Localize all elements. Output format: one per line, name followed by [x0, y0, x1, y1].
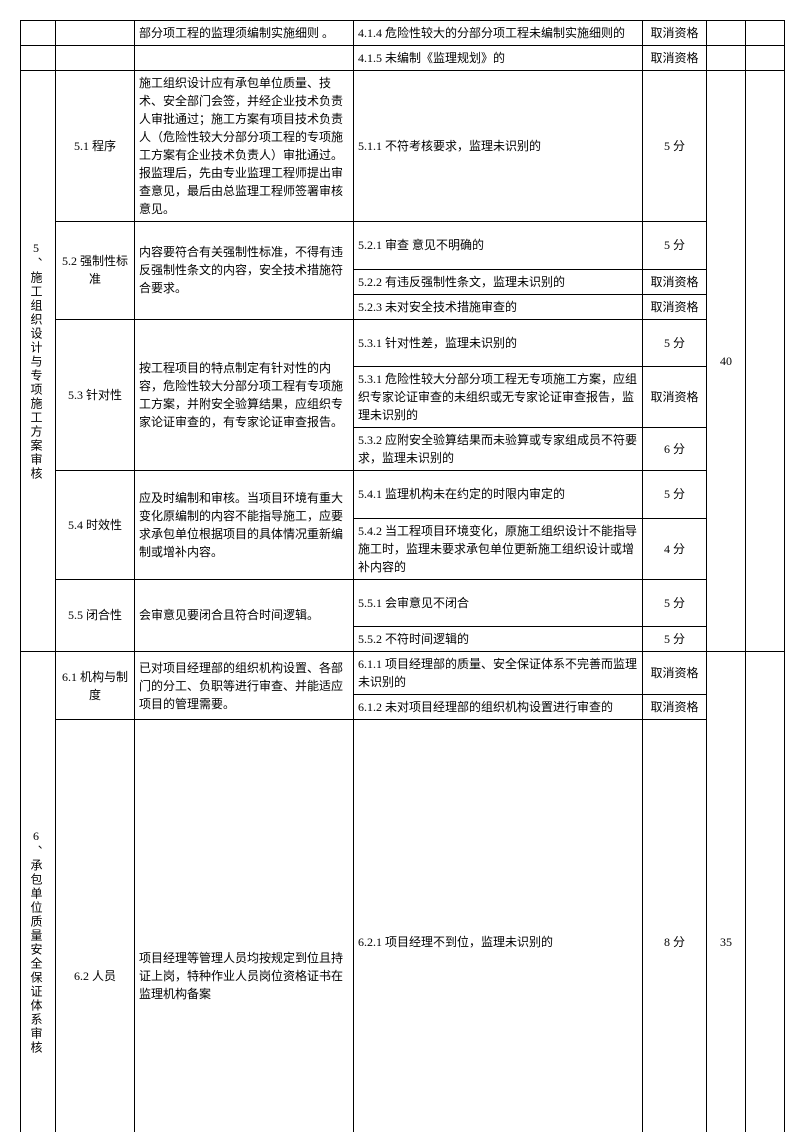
result-5-3-2: 6 分 [643, 428, 707, 471]
desc-6-2: 项目经理等管理人员均按规定到位且持证上岗，特种作业人员岗位资格证书在监理机构备案 [135, 720, 354, 1132]
section-5-header: 5、施工组织设计与专项施工方案审核 [21, 71, 56, 652]
desc-6-1: 已对项目经理部的组织机构设置、各部门的分工、负职等进行审查、并能适应项目的管理需… [135, 652, 354, 720]
sub-5-3-1a: 5.3.1 针对性差，监理未识别的 [354, 319, 643, 367]
result-6-2-1: 8 分 [643, 720, 707, 1132]
result-5-5-1: 5 分 [643, 579, 707, 627]
item-5-2: 5.2 强制性标准 [56, 222, 135, 320]
sub-5-2-3: 5.2.3 未对安全技术措施审查的 [354, 294, 643, 319]
cell-result: 取消资格 [643, 21, 707, 46]
desc-5-1: 施工组织设计应有承包单位质量、技术、安全部门会签，并经企业技术负责人审批通过；施… [135, 71, 354, 222]
cell-desc: 部分项工程的监理须编制实施细则 。 [135, 21, 354, 46]
item-5-4: 5.4 时效性 [56, 471, 135, 580]
result-5-4-2: 4 分 [643, 518, 707, 579]
sub-6-2-1: 6.2.1 项目经理不到位，监理未识别的 [354, 720, 643, 1132]
result-5-2-1: 5 分 [643, 222, 707, 270]
sub-5-1-1: 5.1.1 不符考核要求，监理未识别的 [354, 71, 643, 222]
desc-5-3: 按工程项目的特点制定有针对性的内容，危险性较大分部分项工程有专项施工方案，并附安… [135, 319, 354, 471]
sub-6-1-1: 6.1.1 项目经理部的质量、安全保证体系不完善而监理未识别的 [354, 652, 643, 695]
section-5-title: 5、施工组织设计与专项施工方案审核 [25, 74, 47, 648]
item-5-1: 5.1 程序 [56, 71, 135, 222]
section-6-title: 6、承包单位质量安全保证体系审核 [25, 655, 47, 1132]
item-6-1: 6.1 机构与制度 [56, 652, 135, 720]
score-section-5: 40 [707, 71, 746, 652]
sub-5-4-2: 5.4.2 当工程项目环境变化，原施工组织设计不能指导施工时，监理未要求承包单位… [354, 518, 643, 579]
result-6-1-1: 取消资格 [643, 652, 707, 695]
result-5-5-2: 5 分 [643, 627, 707, 652]
sub-5-5-2: 5.5.2 不符时间逻辑的 [354, 627, 643, 652]
item-6-2: 6.2 人员 [56, 720, 135, 1132]
result-5-2-2: 取消资格 [643, 269, 707, 294]
cell-section-empty [21, 46, 56, 71]
cell-score-empty [707, 46, 746, 71]
blank-section-5 [746, 71, 785, 652]
item-5-5: 5.5 闭合性 [56, 579, 135, 652]
result-5-3-1b: 取消资格 [643, 367, 707, 428]
sub-6-1-2: 6.1.2 未对项目经理部的组织机构设置进行审查的 [354, 695, 643, 720]
desc-5-2: 内容要符合有关强制性标准，不得有违反强制性条文的内容，安全技术措施符合要求。 [135, 222, 354, 320]
cell-sub: 4.1.5 未编制《监理规划》的 [354, 46, 643, 71]
cell-section-empty [21, 21, 56, 46]
cell-blank [746, 21, 785, 46]
sub-5-3-1b: 5.3.1 危险性较大分部分项工程无专项施工方案，应组织专家论证审查的未组织或无… [354, 367, 643, 428]
result-5-4-1: 5 分 [643, 471, 707, 519]
sub-5-5-1: 5.5.1 会审意见不闭合 [354, 579, 643, 627]
result-6-1-2: 取消资格 [643, 695, 707, 720]
cell-blank [746, 46, 785, 71]
cell-score-empty [707, 21, 746, 46]
desc-5-5: 会审意见要闭合且符合时间逻辑。 [135, 579, 354, 652]
item-5-3: 5.3 针对性 [56, 319, 135, 471]
cell-sub: 4.1.4 危险性较大的分部分项工程未编制实施细则的 [354, 21, 643, 46]
cell-result: 取消资格 [643, 46, 707, 71]
sub-5-2-1: 5.2.1 审查 意见不明确的 [354, 222, 643, 270]
sub-5-3-2: 5.3.2 应附安全验算结果而未验算或专家组成员不符要求，监理未识别的 [354, 428, 643, 471]
desc-5-4: 应及时编制和审核。当项目环境有重大变化原编制的内容不能指导施工，应要求承包单位根… [135, 471, 354, 580]
blank-section-6 [746, 652, 785, 1132]
evaluation-table: 部分项工程的监理须编制实施细则 。 4.1.4 危险性较大的分部分项工程未编制实… [20, 20, 785, 1132]
section-6-header: 6、承包单位质量安全保证体系审核 [21, 652, 56, 1132]
result-5-2-3: 取消资格 [643, 294, 707, 319]
result-5-1-1: 5 分 [643, 71, 707, 222]
cell-desc-empty [135, 46, 354, 71]
sub-5-4-1: 5.4.1 监理机构未在约定的时限内审定的 [354, 471, 643, 519]
cell-item-empty [56, 46, 135, 71]
sub-5-2-2: 5.2.2 有违反强制性条文，监理未识别的 [354, 269, 643, 294]
cell-item-empty [56, 21, 135, 46]
result-5-3-1a: 5 分 [643, 319, 707, 367]
score-section-6: 35 [707, 652, 746, 1132]
